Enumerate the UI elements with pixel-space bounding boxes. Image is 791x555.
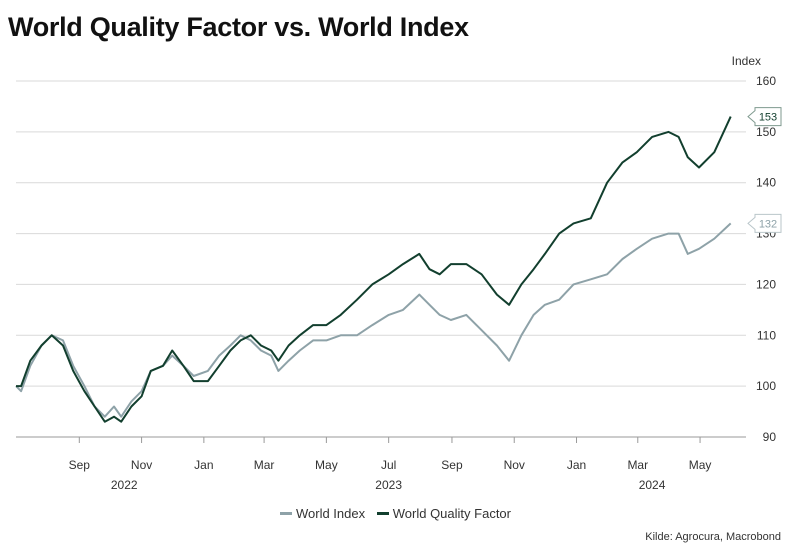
legend-item-world-quality-factor[interactable]: World Quality Factor	[376, 506, 511, 521]
y-tick-label-110: 110	[757, 328, 776, 342]
y-tick-label-120: 120	[756, 277, 776, 291]
x-tick-label-7: Nov	[504, 458, 525, 472]
chart-title: World Quality Factor vs. World Index	[8, 12, 469, 42]
x-tick-label-8: Jan	[567, 458, 586, 472]
x-tick-label-3: Mar	[254, 458, 275, 472]
x-tick-label-0: Sep	[69, 458, 91, 472]
y-tick-label-150: 150	[756, 125, 776, 139]
x-tick-label-9: Mar	[627, 458, 648, 472]
series-layer	[15, 116, 732, 423]
x-year-label-2024: 2024	[639, 478, 666, 492]
legend-item-world-index[interactable]: World Index	[279, 506, 366, 521]
x-axis: Sep Nov Jan Mar May Jul Sep Nov Jan Mar May 2022 202…	[16, 436, 746, 492]
x-tick-label-1: Nov	[131, 458, 152, 472]
y-tick-label-160: 160	[756, 74, 776, 88]
y-axis-unit-label: Index	[732, 54, 761, 68]
legend-swatch-world-quality-factor	[376, 512, 389, 515]
series-line-world-quality-factor	[16, 116, 732, 423]
source-note: Kilde: Agrocura, Macrobond	[645, 531, 781, 543]
x-year-label-2023: 2023	[375, 478, 402, 492]
x-tick-label-6: Sep	[441, 458, 463, 472]
legend-label-world-quality-factor: World Quality Factor	[392, 506, 511, 521]
callout-world-quality-factor: 153	[747, 107, 782, 127]
callout-label-world-quality-factor: 153	[759, 112, 777, 124]
callout-world-index: 132	[747, 213, 782, 233]
callout-box-world-index	[747, 213, 782, 233]
grid-lines	[16, 80, 746, 438]
x-tick-label-2: Jan	[194, 458, 213, 472]
legend: World Index World Quality Factor	[0, 503, 791, 521]
x-year-label-2022: 2022	[111, 478, 138, 492]
legend-swatch-world-index	[279, 512, 292, 515]
x-tick-label-5: Jul	[381, 458, 396, 472]
series-line-world-index	[15, 222, 732, 418]
callout-label-world-index: 132	[759, 218, 777, 230]
x-tick-label-4: May	[315, 458, 338, 472]
y-tick-label-140: 140	[756, 176, 776, 190]
callout-box-world-quality-factor	[747, 107, 782, 127]
last-value-callouts: 132 153	[747, 107, 782, 233]
y-tick-label-90: 90	[763, 430, 777, 444]
legend-label-world-index: World Index	[295, 506, 366, 521]
x-tick-label-10: May	[689, 458, 712, 472]
y-tick-label-100: 100	[756, 379, 776, 393]
